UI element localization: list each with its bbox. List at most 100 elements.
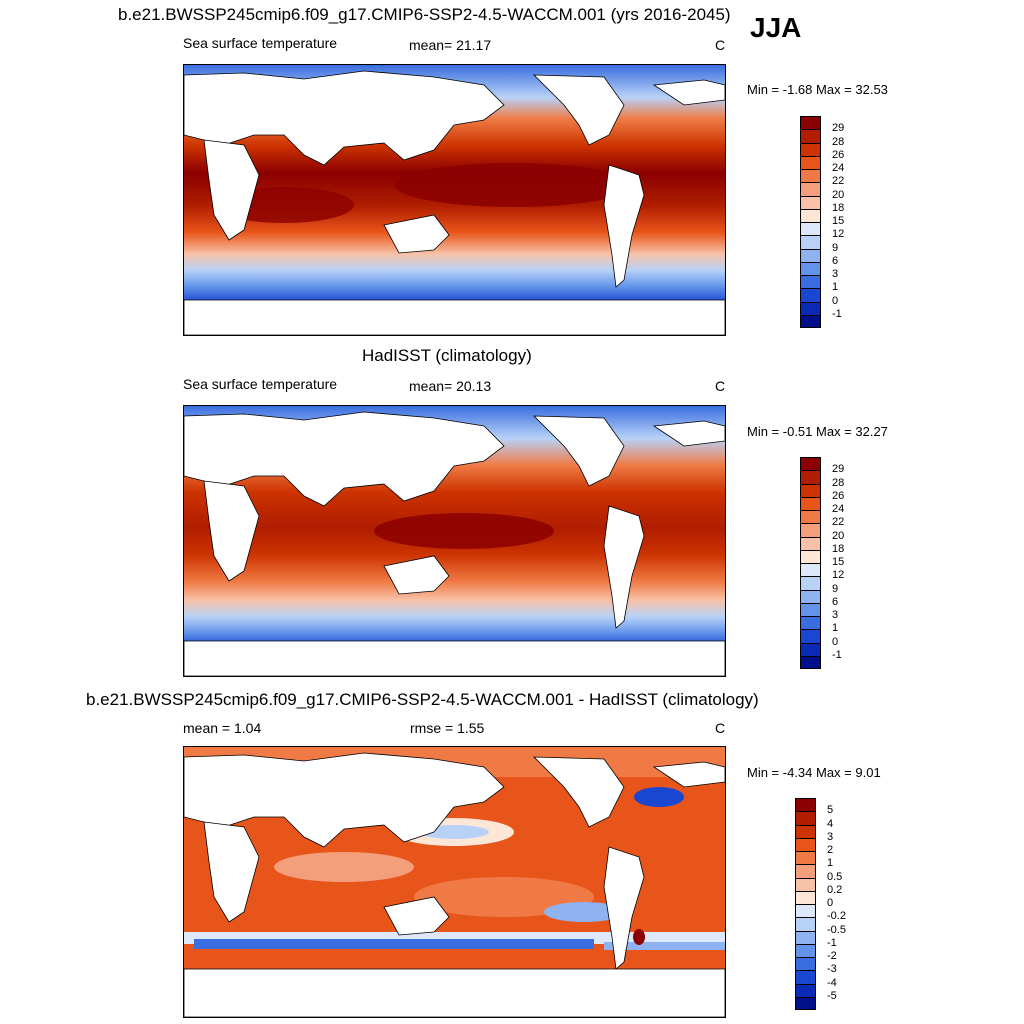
colorbar-swatch	[800, 629, 821, 643]
colorbar-tick-label: -4	[827, 976, 837, 989]
colorbar-tick-label: 18	[832, 201, 845, 214]
panel-obs-title: HadISST (climatology)	[362, 346, 532, 365]
colorbar-swatch	[800, 536, 821, 550]
colorbar-tick-label: 0	[832, 294, 839, 307]
colorbar-tick-label: 3	[832, 268, 839, 280]
colorbar-tick-label: 1	[827, 857, 834, 870]
colorbar-swatch	[795, 904, 816, 918]
panel-diff-rmse-label: rmse = 1.55	[410, 720, 485, 736]
colorbar-swatch	[795, 957, 816, 971]
colorbar-swatch	[800, 642, 821, 656]
colorbar-swatch	[795, 877, 816, 891]
colorbar-swatch	[795, 983, 816, 997]
colorbar-tick-label: 0	[827, 897, 834, 909]
panel-model-units-label: C	[715, 37, 726, 53]
colorbar-swatch	[800, 563, 821, 577]
colorbar-tick-label: 15	[832, 556, 845, 568]
warm-pool	[394, 163, 634, 207]
colorbar-tick-label: 3	[832, 609, 839, 621]
colorbar-tick-label: 9	[832, 241, 839, 254]
colorbar-tick-label: 15	[832, 215, 845, 227]
colorbar-tick-label: 29	[832, 463, 845, 476]
colorbar-swatch	[800, 208, 821, 222]
colorbar-swatch	[800, 288, 821, 302]
colorbar-swatch	[800, 523, 821, 537]
colorbar-tick-label: -1	[832, 307, 842, 320]
colorbar-swatch	[800, 602, 821, 616]
colorbar-tick-label: 20	[832, 188, 845, 201]
panel-obs-mean-label: mean= 20.13	[409, 378, 492, 394]
season-label: JJA	[750, 12, 802, 43]
panel-diff-units-label: C	[715, 720, 726, 736]
colorbar-swatch	[795, 996, 816, 1010]
panel-model-title: b.e21.BWSSP245cmip6.f09_g17.CMIP6-SSP2-4…	[118, 5, 731, 24]
colorbar-swatch	[795, 943, 816, 957]
panel-model-colorbar: 29 28 26 24 22 20 18 15 12 9 6 3 1 0 -1	[800, 116, 870, 328]
north-atlantic-cold-anomaly	[634, 787, 684, 807]
colorbar-swatch	[800, 275, 821, 289]
colorbar-tick-label: 2	[827, 844, 834, 856]
colorbar-swatch	[800, 169, 821, 183]
colorbar-swatch	[800, 314, 821, 328]
colorbar-swatch	[795, 864, 816, 878]
colorbar-tick-label: 0.5	[827, 870, 843, 883]
panel-diff-map	[183, 746, 726, 1018]
colorbar-swatch	[800, 235, 821, 249]
colorbar-swatch	[795, 851, 816, 865]
panel-diff-title: b.e21.BWSSP245cmip6.f09_g17.CMIP6-SSP2-4…	[86, 690, 759, 709]
panel-diff-minmax: Min = -4.34 Max = 9.01	[747, 765, 881, 780]
panel-model-mean-label: mean= 21.17	[409, 37, 492, 53]
continents	[184, 70, 725, 335]
colorbar-tick-label: 1	[832, 622, 839, 635]
colorbar-tick-label: 0.2	[827, 883, 843, 896]
colorbar-swatch	[800, 182, 821, 196]
colorbar-tick-label: -5	[827, 989, 837, 1002]
colorbar-tick-label: -0.5	[827, 923, 846, 936]
colorbar-tick-label: 12	[832, 569, 845, 582]
colorbar-swatch	[800, 222, 821, 236]
panel-obs-map	[183, 405, 726, 677]
colorbar-tick-label: 22	[832, 175, 845, 188]
colorbar-tick-label: 28	[832, 135, 845, 148]
panel-obs-variable-label: Sea surface temperature	[183, 376, 338, 392]
colorbar-tick-label: 6	[832, 595, 839, 608]
colorbar-tick-label: 29	[832, 122, 845, 135]
warm-pool	[374, 513, 554, 549]
colorbar-tick-label: 26	[832, 148, 845, 161]
panel-model-variable-label: Sea surface temperature	[183, 35, 338, 51]
colorbar-swatch	[800, 576, 821, 590]
colorbar-tick-label: 18	[832, 542, 845, 555]
colorbar-tick-label: 22	[832, 516, 845, 529]
colorbar-swatch	[795, 970, 816, 984]
colorbar-swatch	[800, 589, 821, 603]
colorbar-tick-label: 24	[832, 162, 845, 174]
colorbar-swatch	[800, 301, 821, 315]
colorbar-tick-label: 3	[827, 830, 834, 843]
colorbar-swatch	[795, 837, 816, 851]
colorbar-tick-label: -1	[832, 648, 842, 661]
panel-model-map	[183, 64, 726, 336]
colorbar-swatch	[795, 890, 816, 904]
colorbar-swatch	[800, 457, 821, 471]
colorbar-tick-label: 24	[832, 503, 845, 515]
colorbar-tick-label: -1	[827, 936, 837, 949]
colorbar-tick-label: 6	[832, 254, 839, 267]
colorbar-swatch	[795, 917, 816, 931]
continents	[184, 752, 725, 1017]
colorbar-swatch	[800, 655, 821, 669]
continents	[184, 411, 725, 676]
colorbar-swatch	[800, 155, 821, 169]
colorbar-swatch	[800, 142, 821, 156]
panel-diff-mean-label: mean = 1.04	[183, 720, 262, 736]
colorbar-tick-label: 20	[832, 529, 845, 542]
colorbar-swatch	[800, 496, 821, 510]
southern-ocean-cold-band	[194, 939, 594, 949]
colorbar-tick-label: 12	[832, 228, 845, 241]
colorbar-swatch	[800, 248, 821, 262]
colorbar-swatch	[795, 798, 816, 812]
colorbar-swatch	[800, 549, 821, 563]
colorbar-swatch	[800, 470, 821, 484]
colorbar-swatch	[800, 195, 821, 209]
colorbar-tick-label: 1	[832, 281, 839, 294]
colorbar-tick-label: 4	[827, 817, 834, 830]
